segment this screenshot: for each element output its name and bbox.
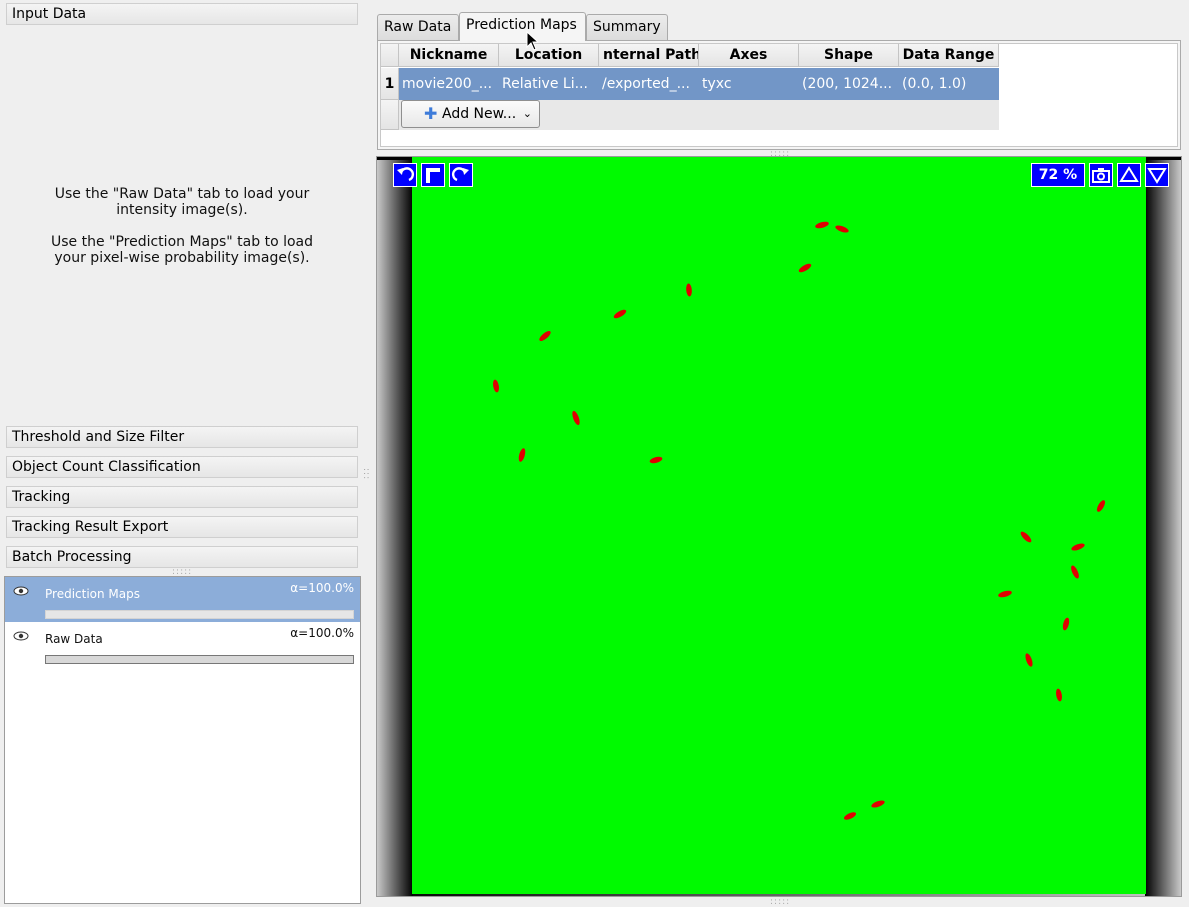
dataset-table: Nickname Location nternal Path Axes Shap… [380, 43, 1178, 147]
table-corner [381, 44, 399, 67]
slice-down-button[interactable] [1145, 163, 1169, 187]
image-canvas[interactable] [412, 157, 1146, 894]
object-blob [871, 800, 885, 808]
splitter-handle-right[interactable]: ::::: [770, 149, 791, 159]
object-blob [1025, 653, 1033, 667]
column-header-location[interactable]: Location [499, 44, 599, 67]
object-blob [493, 379, 499, 393]
row-header-empty [381, 100, 399, 130]
object-blob [1071, 565, 1079, 579]
swap-axes-button[interactable] [421, 163, 445, 187]
splitter-handle-vertical[interactable]: ::: [361, 468, 371, 481]
triangle-up-icon [1119, 166, 1139, 182]
column-header-shape[interactable]: Shape [799, 44, 899, 67]
add-new-button[interactable]: ✚ Add New... ⌄ [401, 100, 540, 128]
cell-axes[interactable]: tyxc [699, 68, 799, 100]
object-blob [686, 283, 692, 297]
object-blob [649, 456, 663, 464]
object-blob [572, 410, 580, 426]
opacity-bar[interactable] [45, 655, 354, 664]
applet-panel: Input Data Use the "Raw Data" tab to loa… [4, 2, 361, 570]
transpose-icon [426, 168, 440, 183]
column-header-axes[interactable]: Axes [699, 44, 799, 67]
object-blob [539, 331, 551, 341]
object-blob [835, 225, 849, 233]
rotate-left-button[interactable] [393, 163, 417, 187]
layer-row-prediction-maps[interactable]: Prediction Maps α=100.0% [5, 577, 360, 622]
column-header-internal-path[interactable]: nternal Path [599, 44, 699, 67]
snapshot-button[interactable] [1089, 163, 1113, 187]
zoom-level: 72 % [1031, 163, 1085, 187]
opacity-bar[interactable] [45, 610, 354, 619]
applet-header-threshold[interactable]: Threshold and Size Filter [6, 426, 358, 448]
cell-nickname[interactable]: movie200_... [399, 68, 499, 100]
viewer-margin-left [377, 157, 413, 896]
cell-internal-path[interactable]: /exported_... [599, 68, 699, 100]
triangle-down-icon [1147, 168, 1167, 184]
eye-icon[interactable] [13, 630, 29, 642]
applet-header-input-data[interactable]: Input Data [6, 3, 358, 25]
object-blob [798, 263, 812, 273]
object-blob [1096, 500, 1106, 512]
chevron-down-icon: ⌄ [522, 107, 532, 120]
row-header[interactable]: 1 [381, 68, 399, 100]
rotate-right-icon [451, 167, 469, 182]
slice-up-button[interactable] [1117, 163, 1141, 187]
layer-alpha: α=100.0% [290, 581, 354, 595]
tab-summary[interactable]: Summary [586, 14, 668, 40]
cursor-icon [526, 31, 538, 51]
image-viewer[interactable]: 72 % [376, 156, 1182, 897]
applet-header-tracking-export[interactable]: Tracking Result Export [6, 516, 358, 538]
dataset-table-frame: Nickname Location nternal Path Axes Shap… [377, 40, 1181, 150]
cell-location[interactable]: Relative Li... [499, 68, 599, 100]
object-blob [1062, 617, 1070, 631]
applet-header-object-count[interactable]: Object Count Classification [6, 456, 358, 478]
eye-icon[interactable] [13, 585, 29, 597]
applet-header-tracking[interactable]: Tracking [6, 486, 358, 508]
layer-list: Prediction Maps α=100.0% Raw Data α=100.… [4, 576, 361, 904]
layer-alpha: α=100.0% [290, 626, 354, 640]
layer-name: Prediction Maps [45, 587, 141, 601]
tab-prediction-maps[interactable]: Prediction Maps [459, 12, 586, 41]
plus-icon: ✚ [424, 104, 438, 123]
cell-data-range[interactable]: (0.0, 1.0) [899, 68, 999, 100]
object-blob [1071, 543, 1085, 551]
splitter-handle-bottom[interactable]: ::::: [770, 897, 791, 907]
object-blob [998, 590, 1012, 598]
camera-icon [1092, 168, 1110, 183]
hint-raw-data: Use the "Raw Data" tab to load your inte… [54, 186, 310, 218]
object-blob [518, 448, 526, 462]
column-header-nickname[interactable]: Nickname [399, 44, 499, 67]
tab-raw-data[interactable]: Raw Data [377, 14, 459, 40]
object-blob [613, 309, 627, 319]
layer-row-raw-data[interactable]: Raw Data α=100.0% [5, 622, 360, 667]
object-blob [843, 812, 857, 820]
add-new-label: Add New... [442, 106, 517, 122]
object-blob [1056, 688, 1062, 702]
segmented-objects [493, 221, 1106, 820]
object-blob [1020, 531, 1032, 543]
input-data-help: Use the "Raw Data" tab to load your inte… [6, 27, 358, 425]
hint-prediction-maps: Use the "Prediction Maps" tab to load yo… [50, 234, 314, 266]
viewer-margin-right [1145, 157, 1181, 896]
splitter-handle-left[interactable]: ::::: [172, 567, 193, 577]
cell-shape[interactable]: (200, 1024... [799, 68, 899, 100]
rotate-right-button[interactable] [449, 163, 473, 187]
rotate-left-icon [397, 167, 415, 182]
applet-header-batch[interactable]: Batch Processing [6, 546, 358, 568]
layer-name: Raw Data [45, 632, 103, 646]
column-header-data-range[interactable]: Data Range [899, 44, 999, 67]
object-blob [815, 221, 829, 229]
